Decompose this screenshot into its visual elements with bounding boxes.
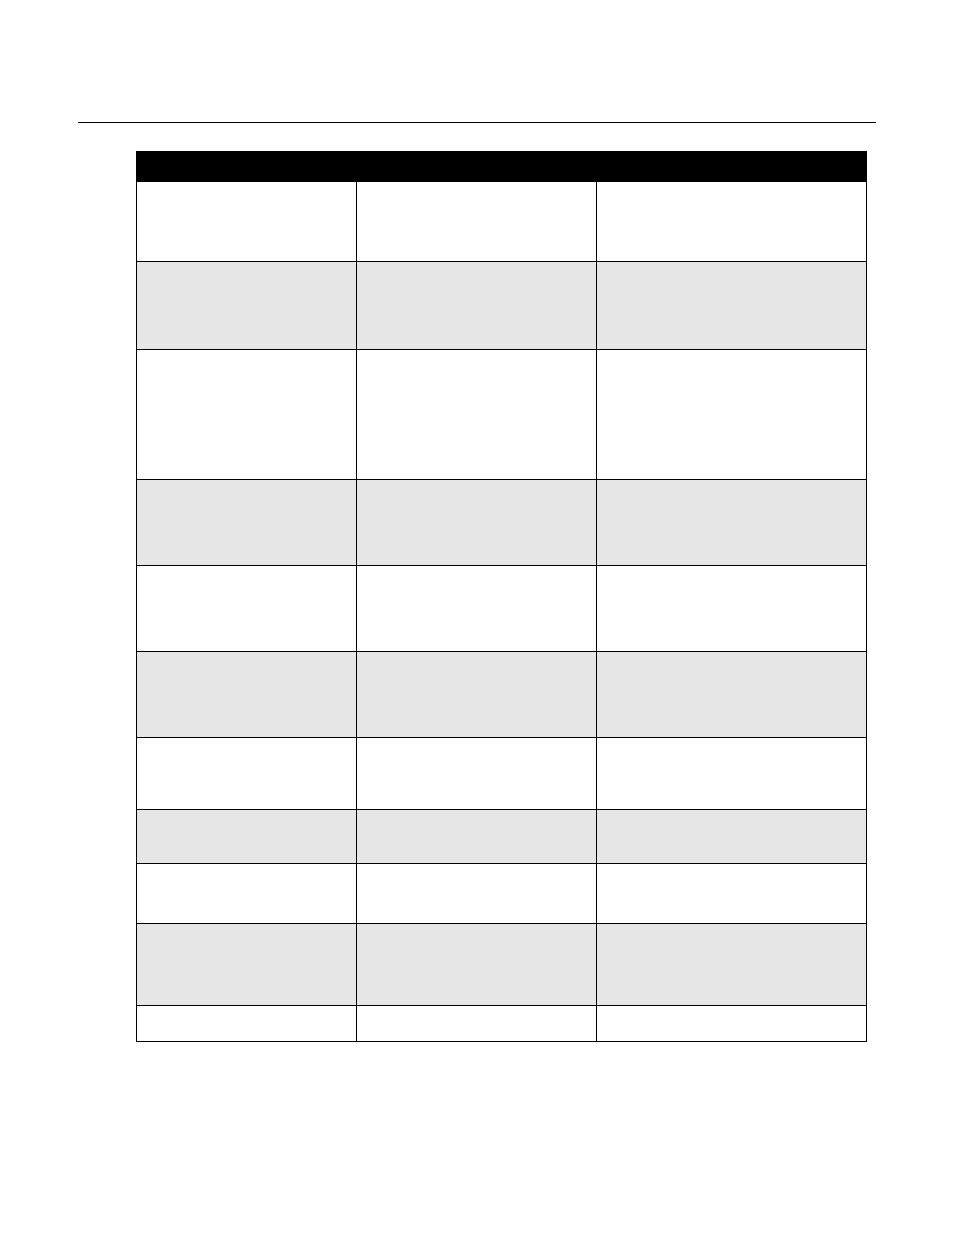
table-cell xyxy=(137,350,357,480)
main-table xyxy=(136,151,867,1042)
table-cell xyxy=(597,566,867,652)
table-cell xyxy=(597,182,867,262)
table-cell xyxy=(357,350,597,480)
table-header-cell xyxy=(357,152,597,182)
table-cell xyxy=(597,262,867,350)
table-cell xyxy=(137,182,357,262)
table-cell xyxy=(357,738,597,810)
table-row xyxy=(137,924,867,1006)
table-row xyxy=(137,864,867,924)
table-cell xyxy=(597,652,867,738)
table-cell xyxy=(137,652,357,738)
table-cell xyxy=(357,262,597,350)
main-table-container xyxy=(136,151,866,1042)
table-cell xyxy=(137,864,357,924)
table-cell xyxy=(597,480,867,566)
table-row xyxy=(137,810,867,864)
table-row xyxy=(137,652,867,738)
table-cell xyxy=(357,924,597,1006)
table-row xyxy=(137,738,867,810)
table-cell xyxy=(597,738,867,810)
table-cell xyxy=(597,810,867,864)
table-body xyxy=(137,182,867,1042)
table-cell xyxy=(357,480,597,566)
table-cell xyxy=(137,924,357,1006)
table-cell xyxy=(597,1006,867,1042)
table-cell xyxy=(357,1006,597,1042)
table-cell xyxy=(357,652,597,738)
table-row xyxy=(137,480,867,566)
table-cell xyxy=(597,350,867,480)
document-page xyxy=(0,0,954,1235)
table-cell xyxy=(357,566,597,652)
table-cell xyxy=(137,1006,357,1042)
table-cell xyxy=(597,924,867,1006)
table-row xyxy=(137,182,867,262)
table-cell xyxy=(597,864,867,924)
table-cell xyxy=(137,566,357,652)
table-cell xyxy=(357,182,597,262)
table-cell xyxy=(137,480,357,566)
table-cell xyxy=(357,810,597,864)
table-row xyxy=(137,1006,867,1042)
table-row xyxy=(137,566,867,652)
table-row xyxy=(137,350,867,480)
table-header-cell xyxy=(597,152,867,182)
header-divider xyxy=(78,122,876,123)
table-header-cell xyxy=(137,152,357,182)
table-header-row xyxy=(137,152,867,182)
table-row xyxy=(137,262,867,350)
table-cell xyxy=(137,262,357,350)
table-cell xyxy=(137,810,357,864)
table-cell xyxy=(357,864,597,924)
table-cell xyxy=(137,738,357,810)
